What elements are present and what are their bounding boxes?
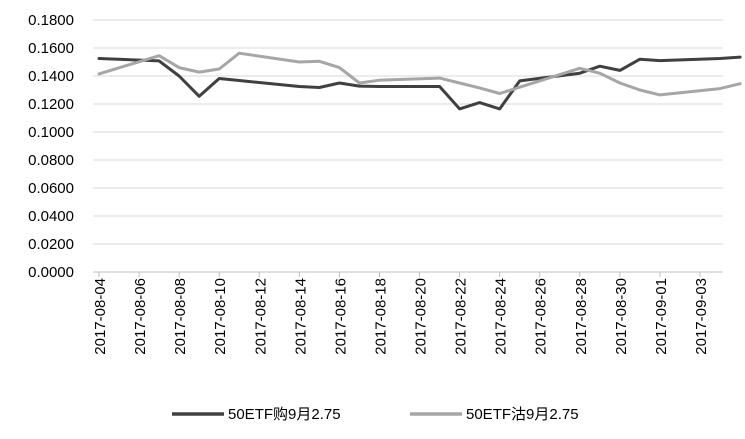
y-tick-label: 0.1000: [28, 124, 74, 141]
x-tick-label: 2017-08-28: [573, 278, 590, 355]
x-tick-label: 2017-08-06: [132, 278, 149, 355]
y-tick-label: 0.0800: [28, 152, 74, 169]
x-tick-label: 2017-08-30: [613, 278, 630, 355]
x-tick-label: 2017-08-12: [252, 278, 269, 355]
x-tick-label: 2017-08-16: [332, 278, 349, 355]
y-tick-label: 0.0600: [28, 180, 74, 197]
x-tick-label: 2017-08-26: [533, 278, 550, 355]
grid-lines: [93, 19, 723, 245]
y-tick-label: 0.1400: [28, 68, 74, 85]
y-axis-ticks: 0.0000 0.0200 0.0400 0.0600 0.0800 0.1000 0.12…: [28, 12, 74, 281]
series-lines: [97, 51, 742, 111]
y-tick-label: 0.1600: [28, 40, 74, 57]
x-tick-label: 2017-08-20: [413, 278, 430, 355]
x-tick-label: 2017-09-03: [693, 278, 710, 355]
legend: 50ETF购9月2.75 50ETF沽9月2.75: [172, 406, 579, 423]
x-tick-label: 2017-08-04: [92, 278, 109, 355]
x-axis-ticks: 2017-08-04 2017-08-06 2017-08-08 2017-08-10…: [92, 272, 710, 355]
series-line-2: [97, 51, 742, 97]
x-tick-label: 2017-08-08: [172, 278, 189, 355]
series-line-1: [97, 55, 742, 111]
x-tick-label: 2017-08-24: [493, 278, 510, 355]
x-tick-label: 2017-08-14: [292, 278, 309, 355]
y-tick-label: 0.0000: [28, 264, 74, 281]
legend-label-2: 50ETF沽9月2.75: [466, 406, 579, 423]
y-tick-label: 0.0400: [28, 208, 74, 225]
legend-label-1: 50ETF购9月2.75: [228, 406, 341, 423]
x-tick-label: 2017-08-18: [372, 278, 389, 355]
x-tick-label: 2017-09-01: [653, 278, 670, 355]
y-tick-label: 0.1800: [28, 12, 74, 29]
y-tick-label: 0.0200: [28, 236, 74, 253]
y-tick-label: 0.1200: [28, 96, 74, 113]
x-tick-label: 2017-08-10: [212, 278, 229, 355]
x-tick-label: 2017-08-22: [453, 278, 470, 355]
